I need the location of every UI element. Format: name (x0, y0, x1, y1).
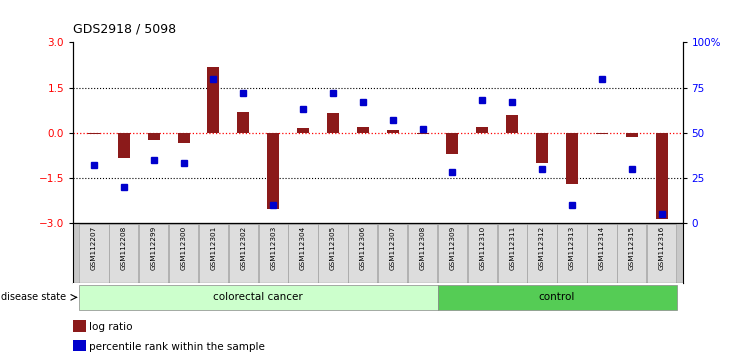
Text: GSM112311: GSM112311 (510, 225, 515, 270)
Bar (297, 128, 309, 133)
Bar (378, 224, 407, 282)
Bar (387, 130, 399, 133)
Bar (536, 133, 548, 163)
Text: GSM112309: GSM112309 (450, 225, 456, 270)
Bar (318, 224, 347, 282)
Text: disease state: disease state (1, 292, 66, 302)
Bar (596, 133, 608, 134)
Bar (267, 133, 279, 210)
Bar (88, 133, 100, 134)
Bar (647, 224, 676, 282)
Text: GSM112301: GSM112301 (210, 225, 216, 270)
Bar (468, 224, 497, 282)
Text: control: control (539, 292, 575, 302)
Text: GSM112308: GSM112308 (420, 225, 426, 270)
Bar (656, 133, 668, 218)
Bar (207, 67, 220, 133)
Bar (258, 224, 288, 282)
Text: GSM112208: GSM112208 (120, 225, 127, 270)
Bar (438, 224, 467, 282)
Text: GSM112315: GSM112315 (629, 225, 635, 270)
Bar (507, 115, 518, 133)
Bar (288, 224, 318, 282)
Text: GSM112310: GSM112310 (480, 225, 485, 270)
Text: GSM112316: GSM112316 (658, 225, 664, 270)
Bar (118, 133, 130, 158)
Text: GSM112207: GSM112207 (91, 225, 97, 270)
Text: GSM112306: GSM112306 (360, 225, 366, 270)
Bar (177, 133, 190, 143)
Text: log ratio: log ratio (89, 322, 133, 332)
Bar (147, 133, 160, 140)
Bar (408, 224, 437, 282)
Bar (169, 224, 199, 282)
Bar (477, 127, 488, 133)
Bar (327, 113, 339, 133)
Bar (139, 224, 169, 282)
Text: percentile rank within the sample: percentile rank within the sample (89, 342, 265, 352)
Bar (80, 224, 109, 282)
Bar (110, 224, 139, 282)
Bar (626, 133, 638, 137)
Bar (228, 224, 258, 282)
Text: GSM112303: GSM112303 (270, 225, 276, 270)
Text: GSM112307: GSM112307 (390, 225, 396, 270)
Bar (79, 285, 437, 310)
Bar (199, 224, 228, 282)
Text: GSM112305: GSM112305 (330, 225, 336, 270)
Bar (417, 133, 429, 134)
Bar (617, 224, 646, 282)
Bar (587, 224, 617, 282)
Text: GSM112300: GSM112300 (180, 225, 187, 270)
Bar (528, 224, 557, 282)
Text: GSM112299: GSM112299 (150, 225, 157, 270)
Text: GSM112304: GSM112304 (300, 225, 306, 270)
Bar (566, 133, 578, 184)
Bar (447, 133, 458, 154)
Bar (348, 224, 377, 282)
Bar (498, 224, 527, 282)
Text: GSM112302: GSM112302 (240, 225, 246, 270)
Text: GDS2918 / 5098: GDS2918 / 5098 (73, 22, 176, 35)
Bar (437, 285, 677, 310)
Bar (557, 224, 587, 282)
Bar (357, 127, 369, 133)
Text: GSM112314: GSM112314 (599, 225, 605, 270)
Text: GSM112313: GSM112313 (569, 225, 575, 270)
Text: colorectal cancer: colorectal cancer (213, 292, 303, 302)
Bar (237, 112, 249, 133)
Text: GSM112312: GSM112312 (539, 225, 545, 270)
